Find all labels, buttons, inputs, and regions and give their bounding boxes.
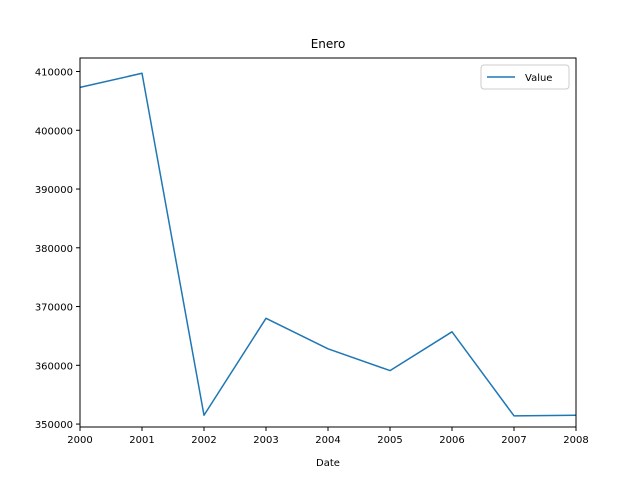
- y-tick-label: 350000: [35, 420, 73, 431]
- y-tick-label: 360000: [35, 361, 73, 372]
- legend-box: [480, 64, 570, 90]
- x-tick-label: 2004: [315, 435, 340, 446]
- x-tick-label: 2007: [501, 435, 526, 446]
- y-tick-label: 380000: [35, 244, 73, 255]
- x-tick-label: 2005: [377, 435, 402, 446]
- x-axis: 2000 2001 2002 2003 2004 2005 2006 2007 2008: [67, 427, 589, 446]
- legend-label-value: Value: [525, 73, 552, 84]
- y-tick-label: 370000: [35, 303, 73, 314]
- x-axis-title: Date: [316, 458, 340, 469]
- y-axis: 350000 360000 370000 380000 390000 400000 4100…: [35, 68, 80, 431]
- x-tick-label: 2008: [563, 435, 588, 446]
- x-tick-label: 2001: [129, 435, 154, 446]
- chart-title: Enero: [311, 37, 346, 51]
- y-tick-label: 410000: [35, 68, 73, 79]
- y-tick-label: 400000: [35, 126, 73, 137]
- x-tick-label: 2006: [439, 435, 464, 446]
- y-tick-label: 390000: [35, 185, 73, 196]
- x-tick-label: 2003: [253, 435, 278, 446]
- x-tick-label: 2000: [67, 435, 92, 446]
- legend: Value: [480, 64, 570, 90]
- x-tick-label: 2002: [191, 435, 216, 446]
